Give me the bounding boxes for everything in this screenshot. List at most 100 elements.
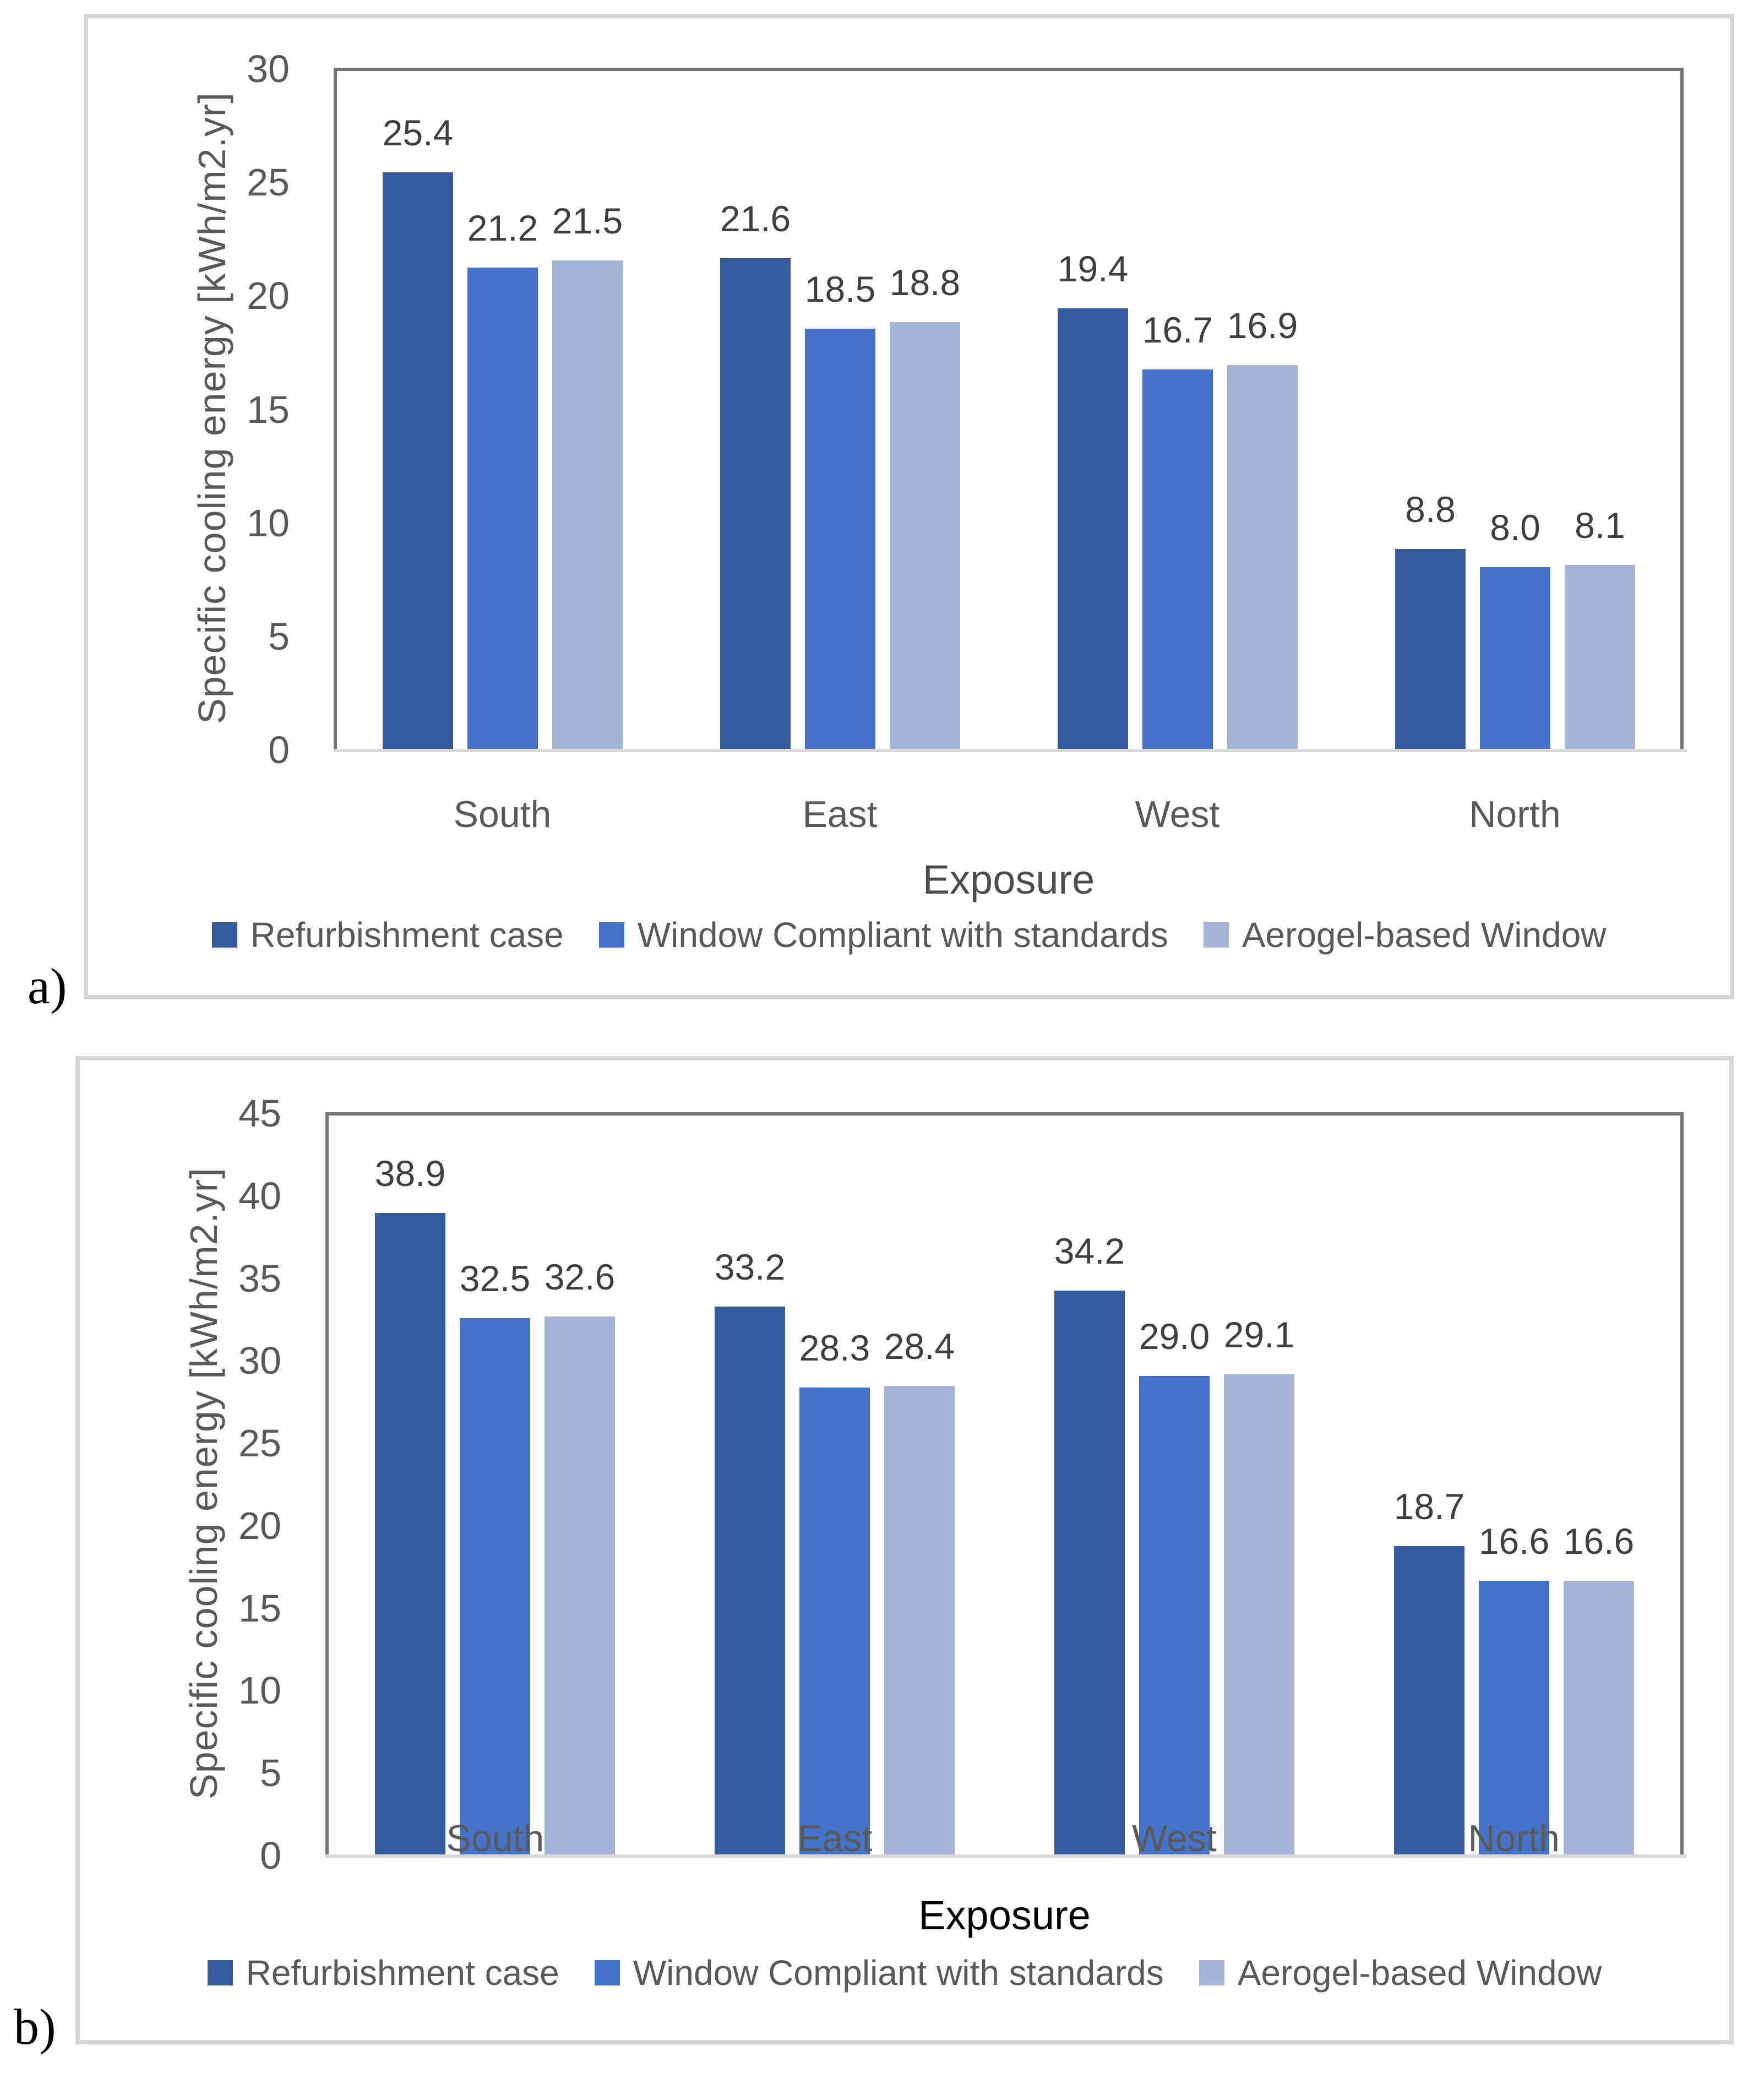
legend-item: Refurbishment case: [211, 915, 564, 955]
y-tick-label: 0: [268, 728, 290, 771]
data-label: 16.6: [1563, 1521, 1635, 1561]
data-label: 21.5: [552, 200, 623, 241]
legend: Refurbishment case Window Compliant with …: [80, 1948, 1729, 1998]
bar-south-series-2: [467, 268, 538, 749]
data-label: 18.7: [1393, 1486, 1465, 1527]
bar-north-series-3: [1565, 565, 1635, 749]
legend-item: Aerogel-based Window: [1203, 915, 1607, 955]
x-category-label: East: [802, 793, 878, 835]
legend-item: Window Compliant with standards: [598, 915, 1168, 955]
x-category-label: North: [1469, 793, 1561, 835]
data-label: 16.6: [1478, 1521, 1550, 1561]
panel-a-label: a): [28, 958, 67, 1014]
bar-north-series-2: [1479, 1581, 1549, 1854]
bar-west-series-1: [1054, 1291, 1125, 1854]
bar-west-series-2: [1142, 369, 1213, 749]
bar-east-series-1: [715, 1307, 785, 1854]
bar-west-series-3: [1224, 1374, 1294, 1854]
data-label: 8.8: [1405, 489, 1456, 530]
y-tick-label: 5: [268, 615, 290, 658]
y-tick-label: 25: [238, 1422, 281, 1465]
panel-b-label: b): [14, 1999, 56, 2055]
y-tick-label: 30: [238, 1339, 281, 1382]
legend-marker-icon: [211, 922, 237, 948]
data-label: 28.3: [799, 1327, 870, 1368]
legend-series-name: Window Compliant with standards: [633, 1953, 1164, 1993]
bar-east-series-3: [884, 1386, 955, 1854]
legend-series-name: Refurbishment case: [246, 1953, 559, 1993]
bar-north-series-1: [1394, 1546, 1464, 1854]
bar-north-series-2: [1480, 567, 1550, 749]
data-label: 28.4: [884, 1326, 955, 1367]
y-tick-label: 35: [238, 1257, 281, 1300]
data-label: 18.5: [804, 269, 876, 309]
y-tick-label: 15: [247, 388, 290, 431]
panel-b-chart: Specific cooling energy [kWh/m2.yr] 0 5 10 1…: [75, 1056, 1734, 2044]
data-label: 29.1: [1223, 1314, 1295, 1355]
data-label: 18.8: [889, 262, 961, 303]
y-tick-label: 0: [260, 1834, 281, 1877]
data-label: 16.9: [1227, 305, 1298, 346]
legend-series-name: Aerogel-based Window: [1237, 1953, 1602, 1993]
bar-west-series-3: [1227, 365, 1298, 749]
data-label: 21.2: [467, 208, 538, 248]
data-label: 8.0: [1490, 507, 1540, 548]
y-axis-title: Specific cooling energy [kWh/m2.yr]: [182, 1167, 225, 1799]
y-tick-label: 10: [247, 502, 290, 545]
legend-item: Aerogel-based Window: [1199, 1955, 1602, 1990]
panel-a-chart: Specific cooling energy [kWh/m2.yr] 0 5 10 1…: [84, 14, 1734, 999]
y-tick-label: 30: [247, 47, 290, 90]
legend-marker-icon: [594, 1960, 620, 1985]
y-tick-label: 20: [247, 274, 290, 317]
legend-series-name: Aerogel-based Window: [1242, 915, 1607, 955]
y-tick-label: 25: [247, 161, 290, 204]
bar-north-series-3: [1564, 1581, 1634, 1854]
y-tick-label: 15: [238, 1587, 281, 1630]
legend: Refurbishment case Window Compliant with …: [88, 910, 1730, 960]
data-label: 29.0: [1139, 1316, 1210, 1357]
data-label: 19.4: [1057, 248, 1129, 289]
data-label: 34.2: [1054, 1231, 1125, 1271]
data-label: 8.1: [1575, 505, 1625, 546]
data-label: 38.9: [374, 1153, 446, 1194]
data-label: 32.6: [544, 1256, 616, 1297]
bar-west-series-2: [1139, 1376, 1210, 1854]
y-tick-label: 20: [238, 1504, 281, 1547]
legend-marker-icon: [1199, 1960, 1224, 1985]
legend-series-name: Window Compliant with standards: [637, 915, 1168, 955]
y-tick-label: 10: [238, 1669, 281, 1712]
bar-east-series-3: [890, 322, 960, 749]
legend-marker-icon: [598, 922, 624, 948]
y-tick-label: 5: [260, 1751, 281, 1794]
legend-item: Refurbishment case: [207, 1953, 559, 1993]
legend-marker-icon: [1203, 922, 1229, 948]
bar-north-series-1: [1395, 549, 1466, 749]
bar-west-series-1: [1058, 308, 1128, 749]
bar-south-series-3: [552, 260, 623, 749]
bar-east-series-2: [799, 1388, 870, 1854]
bar-south-series-1: [383, 172, 453, 749]
y-tick-label: 45: [238, 1092, 281, 1135]
x-axis-title: Exposure: [918, 1892, 1091, 1938]
y-tick-label: 40: [238, 1174, 281, 1217]
bar-south-series-3: [545, 1316, 615, 1854]
x-axis-line: [334, 749, 1687, 752]
x-category-label: South: [446, 1818, 545, 1859]
data-label: 16.7: [1142, 309, 1213, 350]
data-label: 25.4: [382, 112, 454, 153]
data-label: 33.2: [714, 1247, 786, 1287]
legend-series-name: Refurbishment case: [250, 915, 564, 955]
x-category-label: East: [797, 1818, 873, 1859]
bar-east-series-2: [805, 329, 875, 749]
x-category-label: North: [1468, 1818, 1560, 1859]
legend-item: Window Compliant with standards: [594, 1953, 1164, 1993]
bar-south-series-2: [460, 1318, 530, 1854]
x-category-label: West: [1135, 793, 1220, 835]
data-label: 21.6: [720, 198, 791, 239]
x-axis-line: [325, 1854, 1687, 1858]
legend-marker-icon: [207, 1960, 233, 1985]
bar-south-series-1: [375, 1213, 445, 1854]
x-category-label: West: [1132, 1818, 1217, 1859]
bar-east-series-1: [720, 258, 791, 749]
